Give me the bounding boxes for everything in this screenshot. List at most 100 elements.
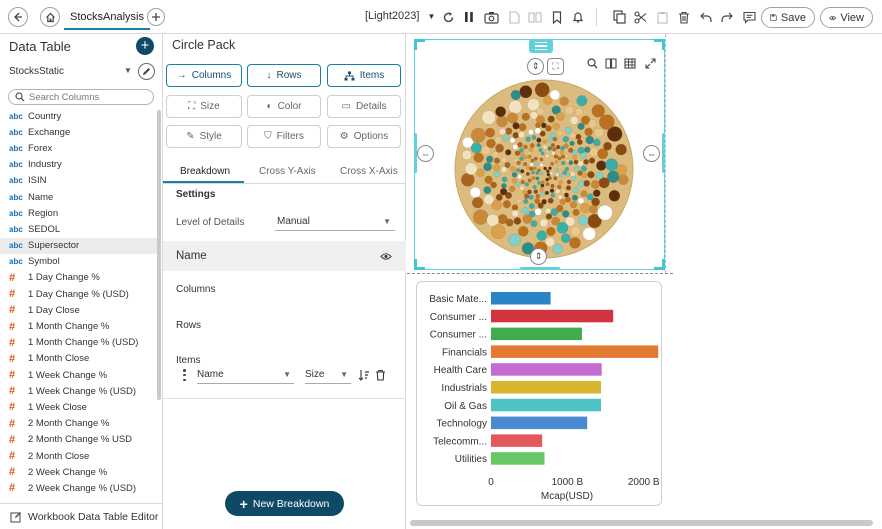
pack-leaf-circle[interactable]: [550, 193, 556, 198]
visibility-eye-icon[interactable]: [380, 252, 392, 261]
pack-leaf-circle[interactable]: [595, 171, 604, 180]
pack-leaf-circle[interactable]: [584, 127, 593, 137]
pack-leaf-circle[interactable]: [589, 147, 599, 157]
pack-leaf-circle[interactable]: [535, 122, 541, 129]
pack-leaf-circle[interactable]: [540, 180, 545, 185]
circle-pack-panel[interactable]: ⇕ ⛶ ⇔ ⇔ ⇕: [414, 39, 665, 270]
circle-pack-chart[interactable]: [454, 79, 634, 259]
pack-leaf-circle[interactable]: [495, 143, 504, 153]
resize-corner-bl[interactable]: [414, 259, 425, 270]
undo-icon[interactable]: [698, 9, 714, 25]
pack-leaf-circle[interactable]: [529, 166, 534, 171]
add-data-table-button[interactable]: +: [136, 37, 154, 55]
pack-leaf-circle[interactable]: [544, 207, 552, 215]
pack-leaf-circle[interactable]: [568, 160, 574, 166]
pack-leaf-circle[interactable]: [511, 172, 518, 178]
workbook-data-table-editor-link[interactable]: Workbook Data Table Editor: [0, 503, 162, 529]
pack-leaf-circle[interactable]: [522, 161, 528, 167]
pack-leaf-circle[interactable]: [615, 143, 627, 156]
pack-leaf-circle[interactable]: [587, 170, 595, 179]
pack-leaf-circle[interactable]: [486, 155, 494, 163]
pack-leaf-circle[interactable]: [535, 176, 540, 181]
pack-leaf-circle[interactable]: [569, 237, 581, 249]
column-item[interactable]: #2 Month Change % USD: [0, 432, 157, 448]
pack-leaf-circle[interactable]: [505, 127, 513, 135]
pack-leaf-circle[interactable]: [546, 172, 551, 177]
pack-leaf-circle[interactable]: [547, 197, 554, 204]
pack-leaf-circle[interactable]: [564, 196, 571, 203]
bar[interactable]: [491, 398, 601, 412]
pack-leaf-circle[interactable]: [564, 126, 573, 134]
pack-leaf-circle[interactable]: [579, 152, 587, 160]
pack-leaf-circle[interactable]: [568, 147, 574, 153]
pack-leaf-circle[interactable]: [472, 197, 484, 209]
bar-chart-panel[interactable]: Basic Mate... Consumer ... Consumer ... Fin…: [416, 281, 662, 506]
pack-leaf-circle[interactable]: [537, 202, 544, 209]
pack-leaf-circle[interactable]: [504, 161, 511, 168]
pack-leaf-circle[interactable]: [565, 158, 570, 163]
pack-leaf-circle[interactable]: [527, 150, 532, 156]
resize-edge-bottom[interactable]: [520, 267, 560, 270]
pack-leaf-circle[interactable]: [546, 169, 550, 173]
column-item[interactable]: #1 Day Close: [0, 302, 157, 318]
bar[interactable]: [491, 381, 601, 394]
pack-leaf-circle[interactable]: [583, 180, 591, 187]
pack-leaf-circle[interactable]: [606, 126, 623, 142]
pack-leaf-circle[interactable]: [536, 115, 545, 125]
pack-leaf-circle[interactable]: [527, 98, 540, 112]
table-icon[interactable]: [623, 56, 637, 70]
home-icon[interactable]: [40, 7, 60, 27]
pack-leaf-circle[interactable]: [521, 207, 529, 215]
pack-leaf-circle[interactable]: [540, 191, 545, 197]
pack-leaf-circle[interactable]: [483, 186, 492, 195]
pack-leaf-circle[interactable]: [547, 115, 555, 123]
pack-leaf-circle[interactable]: [519, 147, 524, 153]
pack-leaf-circle[interactable]: [509, 137, 516, 144]
pack-leaf-circle[interactable]: [522, 190, 528, 195]
pack-leaf-circle[interactable]: [529, 111, 538, 120]
column-item[interactable]: #1 Month Close: [0, 351, 157, 367]
pack-leaf-circle[interactable]: [494, 157, 501, 164]
pack-leaf-circle[interactable]: [512, 132, 519, 139]
pack-leaf-circle[interactable]: [534, 127, 542, 134]
pack-leaf-circle[interactable]: [564, 153, 570, 159]
pack-leaf-circle[interactable]: [577, 215, 589, 226]
pack-leaf-circle[interactable]: [557, 165, 563, 170]
bar[interactable]: [491, 292, 551, 305]
pack-leaf-circle[interactable]: [520, 169, 525, 174]
pack-leaf-circle[interactable]: [534, 208, 542, 216]
edit-table-button[interactable]: [138, 63, 155, 80]
pack-leaf-circle[interactable]: [542, 144, 548, 150]
expand-icon[interactable]: [643, 56, 657, 70]
fullscreen-icon[interactable]: ⛶: [547, 58, 564, 75]
pack-leaf-circle[interactable]: [521, 112, 530, 121]
tab-cross-y-axis[interactable]: Cross Y-Axis: [259, 166, 316, 177]
pack-leaf-circle[interactable]: [559, 198, 566, 205]
name-breakdown-header[interactable]: Name: [163, 241, 406, 271]
pack-leaf-circle[interactable]: [552, 243, 563, 255]
pack-leaf-circle[interactable]: [560, 188, 567, 194]
column-item[interactable]: abc Industry: [0, 157, 157, 173]
pack-leaf-circle[interactable]: [545, 213, 553, 220]
pack-leaf-circle[interactable]: [495, 193, 503, 201]
pack-leaf-circle[interactable]: [516, 198, 522, 205]
pack-leaf-circle[interactable]: [508, 100, 523, 114]
pack-leaf-circle[interactable]: [560, 145, 565, 151]
pack-leaf-circle[interactable]: [523, 198, 529, 205]
pack-leaf-circle[interactable]: [591, 197, 600, 207]
pack-leaf-circle[interactable]: [528, 129, 534, 135]
pack-leaf-circle[interactable]: [486, 214, 499, 227]
items-button[interactable]: Items: [327, 64, 401, 87]
pack-leaf-circle[interactable]: [555, 188, 561, 194]
bar[interactable]: [491, 434, 543, 447]
pack-leaf-circle[interactable]: [564, 166, 570, 172]
save-button[interactable]: Save: [761, 7, 815, 28]
pack-leaf-circle[interactable]: [539, 187, 544, 192]
pack-leaf-circle[interactable]: [596, 160, 607, 171]
column-item[interactable]: #2 Month Change %: [0, 416, 157, 432]
pack-leaf-circle[interactable]: [569, 131, 577, 140]
pack-leaf-circle[interactable]: [553, 176, 558, 181]
pack-leaf-circle[interactable]: [552, 136, 558, 142]
pack-leaf-circle[interactable]: [528, 210, 536, 218]
pack-leaf-circle[interactable]: [527, 178, 532, 183]
